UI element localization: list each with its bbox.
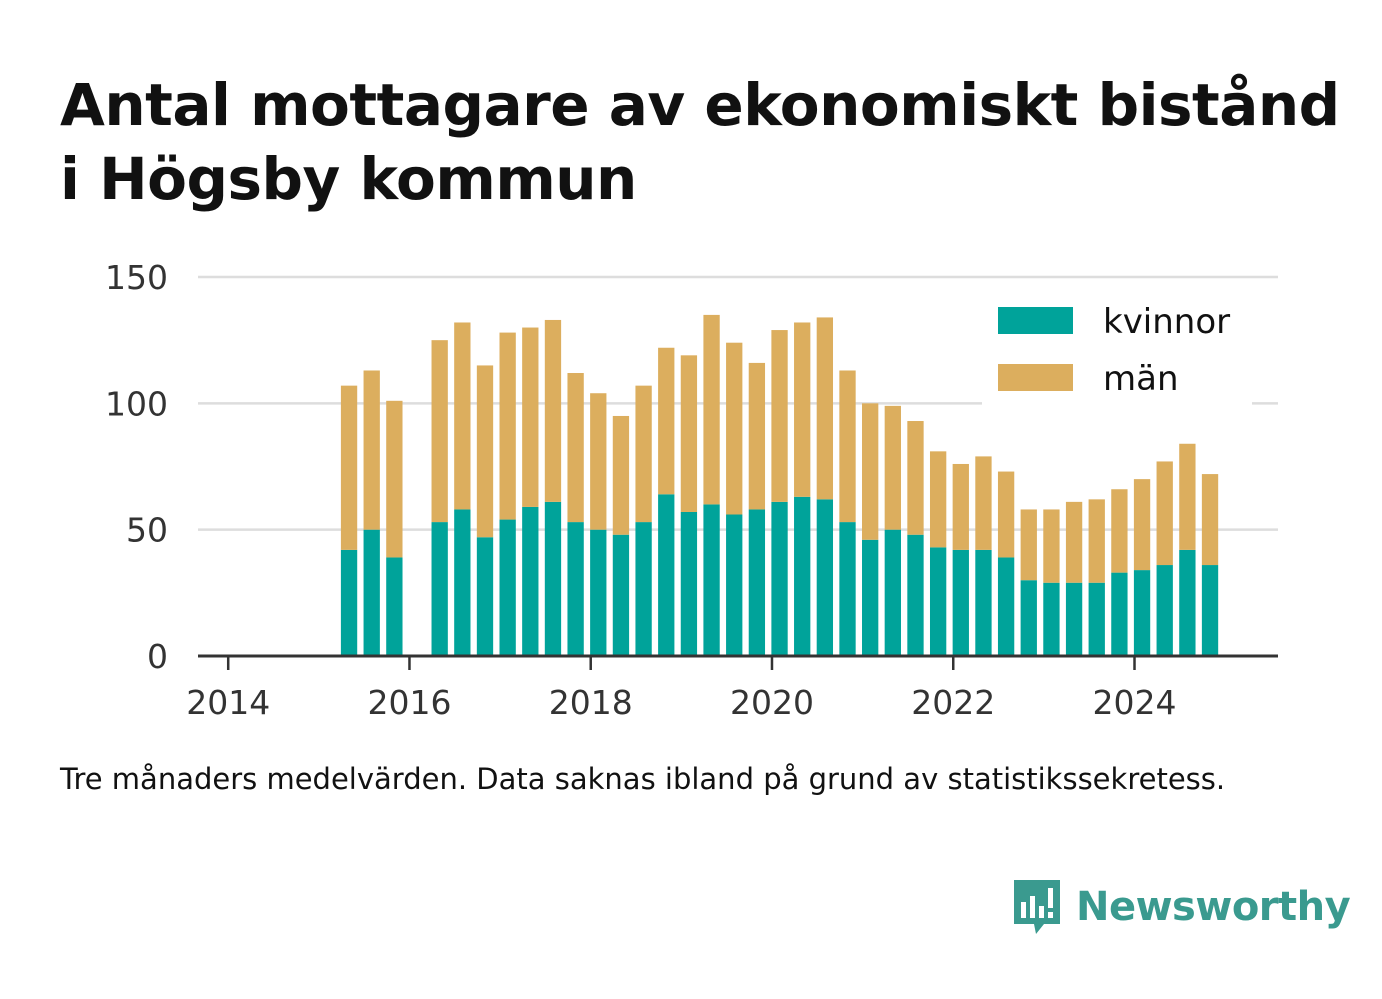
x-tick-label: 2020 [730,683,814,722]
legend-label-kvinnor: kvinnor [1103,302,1230,342]
bar-kvinnor [1179,549,1196,656]
bar-kvinnor [703,504,720,656]
bar-man [544,319,562,502]
bar-kvinnor [1156,565,1173,656]
bars [340,314,1219,656]
bar-kvinnor [363,529,380,656]
bar-man [907,421,924,535]
bar-kvinnor [929,547,947,656]
bar-kvinnor [544,501,562,656]
bar-kvinnor [340,549,358,656]
x-tick-label: 2014 [186,683,270,722]
legend: kvinnor män [982,296,1252,406]
bar-kvinnor [1043,582,1060,656]
bar-kvinnor [658,494,675,656]
bar-kvinnor [1088,582,1105,656]
bar-man [363,370,380,530]
bar-kvinnor [454,509,471,656]
legend-swatch-man [998,364,1073,391]
x-tick-label: 2022 [911,683,995,722]
bar-man [839,370,856,523]
bar-man [1201,474,1219,566]
bar-kvinnor [567,522,584,656]
y-tick-label: 100 [105,384,168,423]
bar-man [386,400,403,558]
bar-kvinnor [726,514,743,656]
bar-kvinnor [499,519,516,656]
y-tick-label: 0 [147,637,168,676]
bar-man [816,317,834,500]
bar-man [1156,461,1173,566]
x-tick-label: 2016 [367,683,451,722]
bar-kvinnor [522,506,539,656]
bar-man [635,385,652,523]
bar-man [454,322,471,510]
bar-kvinnor [1133,570,1151,656]
chart-note: Tre månaders medelvärden. Data saknas ib… [60,762,1226,796]
bar-kvinnor [386,557,403,656]
bar-kvinnor [590,529,607,656]
bar-man [1065,501,1083,583]
bar-kvinnor [839,522,856,656]
bar-man [748,362,766,510]
bar-kvinnor [476,537,494,656]
bar-man [997,471,1015,558]
bar-kvinnor [794,496,811,656]
bar-man [499,332,516,520]
legend-swatch-kvinnor [998,307,1073,334]
bar-man [567,373,584,523]
bar-man [952,463,969,550]
bar-man [476,365,494,538]
bar-man [1179,443,1196,550]
bar-kvinnor [1065,582,1083,656]
y-tick-label: 150 [105,258,168,297]
x-tick-label: 2024 [1093,683,1177,722]
bar-kvinnor [997,557,1015,656]
x-tick-label: 2018 [549,683,633,722]
bar-man [1088,499,1105,583]
bar-kvinnor [1020,580,1037,656]
bar-man [884,405,901,530]
bar-kvinnor [862,539,879,656]
bar-man [431,340,448,523]
bar-man [612,415,630,535]
bar-kvinnor [1201,565,1219,656]
bar-kvinnor [680,511,698,656]
bar-man [1020,509,1037,581]
bar-kvinnor [771,501,788,656]
bar-man [703,314,720,505]
newsworthy-logo-icon [1014,880,1060,934]
bar-man [1111,489,1128,573]
legend-label-man: män [1103,359,1179,399]
bar-man [522,327,539,507]
bar-kvinnor [1111,572,1128,656]
bar-man [1133,479,1151,571]
bar-man [929,451,947,548]
bar-man [862,403,879,540]
bar-man [590,393,607,530]
chart-title: Antal mottagare av ekonomiskt bistånd i … [60,71,1340,213]
bar-kvinnor [748,509,766,656]
bar-kvinnor [816,499,834,656]
bar-man [975,456,992,550]
bar-kvinnor [975,549,992,656]
bar-man [680,355,698,512]
brand-logo: Newsworthy [1010,876,1351,938]
bar-man [1043,509,1060,583]
bar-man [340,385,358,550]
bar-kvinnor [907,534,924,656]
bar-man [771,330,788,502]
bar-kvinnor [884,529,901,656]
bar-man [658,347,675,495]
y-tick-label: 50 [126,511,168,550]
brand-name: Newsworthy [1076,884,1351,930]
bar-kvinnor [635,522,652,656]
bar-man [794,322,811,497]
bar-kvinnor [612,534,630,656]
bar-man [726,342,743,515]
axes: 0 50 100 150 2014 2016 2018 2020 2022 2024 [105,258,1278,722]
bar-kvinnor [431,522,448,656]
bar-kvinnor [952,549,969,656]
